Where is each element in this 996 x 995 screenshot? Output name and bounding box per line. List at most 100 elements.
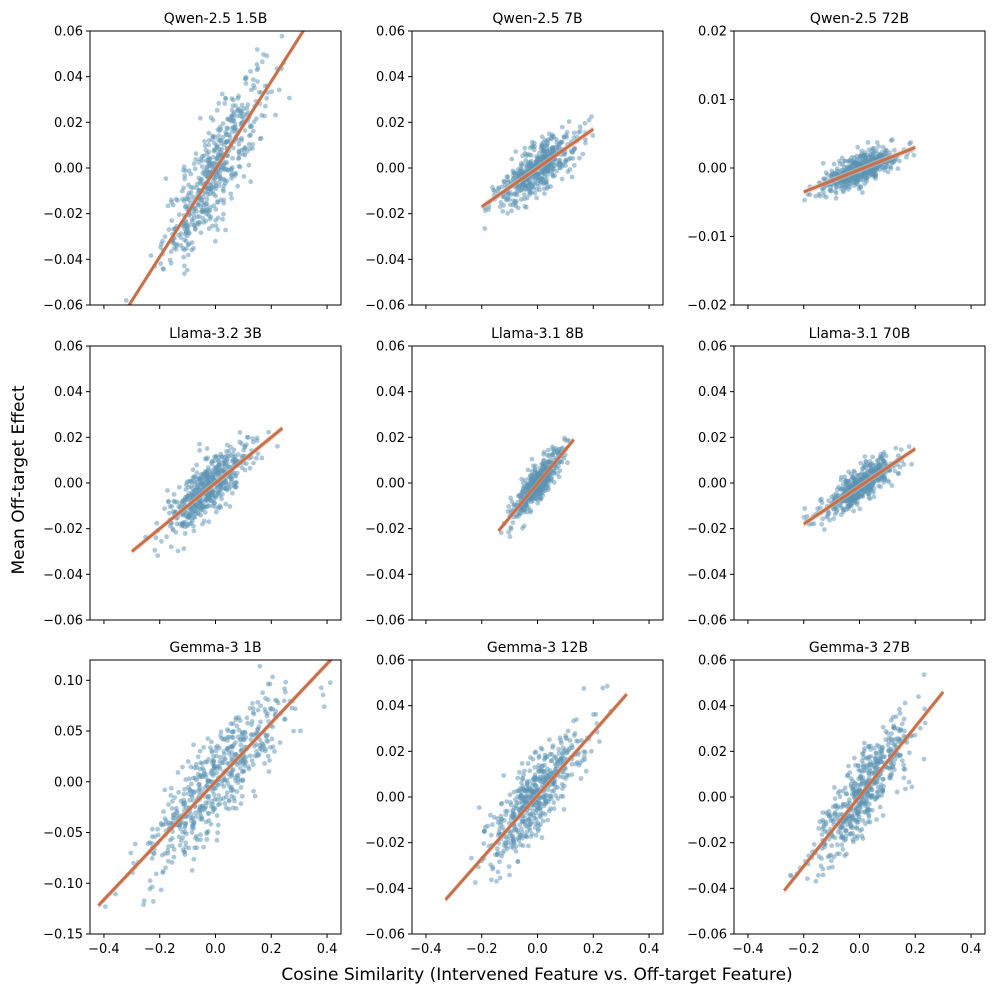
panel-9-point bbox=[811, 842, 817, 847]
panel-1-point bbox=[234, 108, 240, 114]
panel-7-point bbox=[239, 732, 245, 737]
panel-1-point bbox=[203, 189, 209, 195]
panel-4-point bbox=[205, 455, 211, 461]
panel-6-point bbox=[878, 456, 884, 461]
panel-9-point bbox=[869, 793, 874, 799]
panel-8-point bbox=[565, 728, 571, 734]
panel-7-point bbox=[230, 805, 236, 811]
panel-3-point bbox=[829, 188, 834, 194]
panel-7-xtick-label: −0.2 bbox=[144, 942, 176, 957]
panel-7-point bbox=[193, 835, 199, 841]
panel-7-point bbox=[172, 795, 178, 800]
panel-4-point bbox=[171, 492, 177, 497]
panel-7-point bbox=[249, 719, 255, 724]
panel-7-point bbox=[149, 855, 155, 861]
panel-4-point bbox=[231, 447, 237, 452]
panel-7-point bbox=[201, 844, 207, 850]
panel-1-point bbox=[238, 110, 244, 115]
panel-6-point bbox=[896, 471, 902, 476]
panel-2-point bbox=[552, 173, 558, 179]
panel-7-point bbox=[267, 758, 272, 763]
panel-1-point bbox=[263, 103, 268, 109]
panel-9-point bbox=[880, 787, 886, 793]
panel-4-point bbox=[237, 439, 243, 445]
panel-1-point bbox=[243, 76, 249, 82]
panel-3-point bbox=[823, 194, 829, 200]
panel-8-point bbox=[501, 773, 507, 778]
panel-1-point bbox=[190, 194, 195, 200]
panel-1-point bbox=[218, 141, 224, 146]
panel-2-ytick-label: −0.04 bbox=[365, 253, 405, 268]
panel-9-point bbox=[815, 872, 821, 878]
panel-6-point bbox=[832, 511, 838, 517]
panel-1-point bbox=[214, 107, 220, 113]
panel-2-point bbox=[509, 156, 515, 162]
panel-9-point bbox=[835, 829, 841, 835]
panel-7-point bbox=[216, 793, 222, 798]
panel-6-ytick-label: 0.06 bbox=[698, 340, 727, 355]
panel-3-point bbox=[871, 145, 877, 151]
panel-1-point bbox=[193, 156, 199, 162]
panel-8-point bbox=[499, 800, 505, 806]
panel-9-point bbox=[873, 780, 879, 786]
panel-9-point bbox=[829, 858, 834, 864]
panel-9-ytick-label: 0.04 bbox=[698, 699, 727, 714]
panel-4-point bbox=[182, 495, 188, 500]
panel-7-point bbox=[218, 796, 224, 802]
panel-3-point bbox=[903, 154, 909, 160]
panel-7-point bbox=[189, 830, 195, 835]
panel-1-point bbox=[183, 196, 188, 202]
panel-4-point bbox=[176, 504, 182, 509]
panel-2-point bbox=[541, 146, 546, 151]
panel-4-point bbox=[165, 488, 170, 493]
panel-8-point bbox=[532, 787, 538, 793]
panel-8-ytick-label: −0.06 bbox=[365, 928, 405, 943]
panel-3-point bbox=[841, 188, 847, 193]
panel-7-point bbox=[177, 826, 183, 832]
panel-9-point bbox=[880, 813, 886, 818]
panel-7-point bbox=[263, 746, 268, 752]
panel-7-point bbox=[211, 763, 217, 768]
panel-1-point bbox=[182, 263, 187, 269]
panel-6-point bbox=[870, 454, 875, 460]
panel-4-point bbox=[154, 520, 160, 526]
panel-8-point bbox=[535, 828, 541, 834]
panel-8-point bbox=[581, 749, 586, 755]
panel-7-point bbox=[188, 792, 194, 798]
panel-2-point bbox=[545, 163, 551, 169]
panel-1-point bbox=[220, 121, 226, 126]
panel-4-point bbox=[216, 458, 221, 464]
panel-6-point bbox=[880, 452, 886, 457]
panel-7-point bbox=[270, 674, 275, 680]
panel-4-point bbox=[167, 510, 172, 516]
panel-9-point bbox=[832, 796, 838, 801]
panel-7-xtick-label: 0.0 bbox=[205, 942, 226, 957]
panel-8-point bbox=[549, 788, 555, 794]
panel-4-point bbox=[275, 443, 280, 449]
panel-4-point bbox=[219, 454, 225, 460]
panel-5-point bbox=[559, 459, 565, 465]
panel-7-point bbox=[260, 741, 266, 747]
panel-1-point bbox=[191, 161, 197, 167]
panel-1-point bbox=[159, 241, 164, 247]
panel-6-fit-line bbox=[802, 447, 917, 526]
panel-6-point bbox=[893, 445, 899, 451]
panel-7-point bbox=[185, 759, 191, 764]
panel-1-fit-line bbox=[127, 31, 306, 305]
panel-1-point bbox=[228, 191, 234, 197]
panel-8-point bbox=[569, 761, 575, 767]
panel-4-point bbox=[254, 435, 260, 441]
panel-1-point bbox=[207, 207, 213, 213]
panel-1-point bbox=[199, 158, 205, 164]
panel-7-point bbox=[222, 756, 228, 762]
panel-9-point bbox=[866, 774, 872, 780]
panel-4-point bbox=[181, 546, 187, 552]
panel-5-point bbox=[535, 500, 541, 506]
panel-1-point bbox=[248, 132, 254, 138]
panel-5-point bbox=[525, 481, 531, 486]
panel-4-fit-line bbox=[130, 427, 284, 553]
panel-3-point bbox=[877, 167, 883, 173]
panel-1-point bbox=[217, 179, 223, 184]
panel-9-point bbox=[854, 820, 860, 825]
panel-7-point bbox=[260, 690, 265, 696]
